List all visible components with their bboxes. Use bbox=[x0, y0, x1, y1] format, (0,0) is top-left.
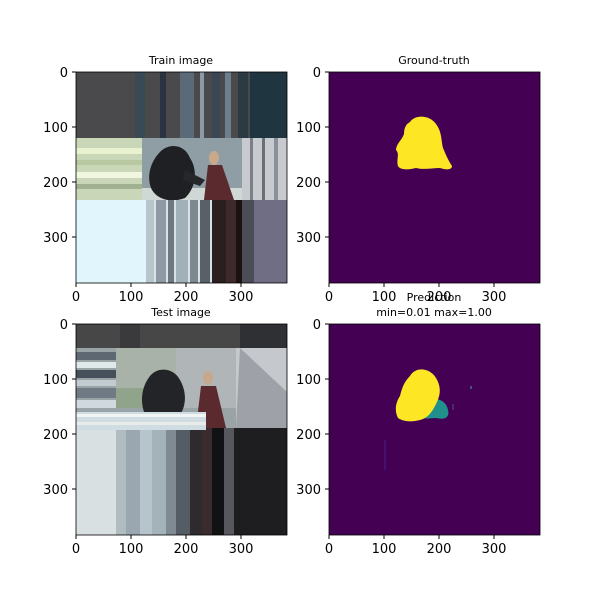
y-tick-label: 300 bbox=[43, 231, 68, 246]
panel-title: Train image bbox=[148, 54, 213, 67]
y-tick-label: 100 bbox=[296, 373, 321, 388]
test-image-axes: 0 100 200 300 0 100 200 300 bbox=[43, 318, 253, 557]
x-ticks: 0 100 200 300 bbox=[72, 283, 254, 305]
x-tick-label: 300 bbox=[229, 542, 254, 557]
y-tick-label: 0 bbox=[60, 318, 68, 333]
prediction-speck bbox=[470, 386, 472, 389]
x-tick-label: 300 bbox=[482, 290, 507, 305]
x-tick-label: 200 bbox=[174, 542, 199, 557]
y-ticks: 0 100 200 300 bbox=[43, 66, 76, 246]
y-tick-label: 100 bbox=[43, 373, 68, 388]
x-tick-label: 0 bbox=[72, 290, 80, 305]
x-tick-label: 300 bbox=[482, 542, 507, 557]
y-tick-label: 0 bbox=[60, 66, 68, 81]
train-image-axes: 0 100 200 300 0 100 200 300 bbox=[43, 66, 253, 305]
x-tick-label: 200 bbox=[427, 542, 452, 557]
y-tick-label: 200 bbox=[296, 428, 321, 443]
x-tick-label: 0 bbox=[72, 542, 80, 557]
mask-background bbox=[329, 324, 540, 535]
x-tick-label: 0 bbox=[325, 542, 333, 557]
y-tick-label: 300 bbox=[296, 483, 321, 498]
x-tick-label: 0 bbox=[325, 290, 333, 305]
x-tick-label: 200 bbox=[174, 290, 199, 305]
x-tick-label: 300 bbox=[229, 290, 254, 305]
y-tick-label: 100 bbox=[43, 121, 68, 136]
x-tick-label: 100 bbox=[119, 542, 144, 557]
x-tick-label: 200 bbox=[427, 290, 452, 305]
prediction-speck bbox=[452, 404, 454, 410]
y-tick-label: 200 bbox=[43, 428, 68, 443]
x-tick-label: 100 bbox=[119, 290, 144, 305]
y-tick-label: 300 bbox=[43, 483, 68, 498]
panel-test-image: Test image bbox=[43, 306, 288, 557]
ground-truth-mask-blob bbox=[396, 116, 452, 170]
panel-subtitle: min=0.01 max=1.00 bbox=[376, 306, 492, 319]
prediction-axes: 0 100 200 300 0 100 200 300 bbox=[296, 318, 506, 557]
panel-title: Ground-truth bbox=[398, 54, 470, 67]
x-tick-label: 100 bbox=[372, 290, 397, 305]
prediction-mask-blob bbox=[395, 369, 440, 422]
panel-title: Test image bbox=[150, 306, 211, 319]
y-tick-label: 200 bbox=[43, 176, 68, 191]
y-tick-label: 100 bbox=[296, 121, 321, 136]
prediction-speck bbox=[384, 440, 386, 470]
y-tick-label: 300 bbox=[296, 231, 321, 246]
panel-ground-truth: Ground-truth 0 100 200 300 0 100 200 300 bbox=[296, 54, 541, 305]
panel-train-image: Train image bbox=[43, 54, 288, 305]
train-photo bbox=[76, 72, 287, 283]
panel-title: Prediction bbox=[407, 291, 462, 304]
test-photo bbox=[76, 324, 287, 535]
y-tick-label: 200 bbox=[296, 176, 321, 191]
panel-prediction: Prediction min=0.01 max=1.00 0 100 200 3… bbox=[296, 291, 541, 557]
x-tick-label: 100 bbox=[372, 542, 397, 557]
y-tick-label: 0 bbox=[313, 66, 321, 81]
mask-background bbox=[329, 72, 540, 283]
y-tick-label: 0 bbox=[313, 318, 321, 333]
ground-truth-axes: 0 100 200 300 0 100 200 300 bbox=[296, 66, 506, 305]
